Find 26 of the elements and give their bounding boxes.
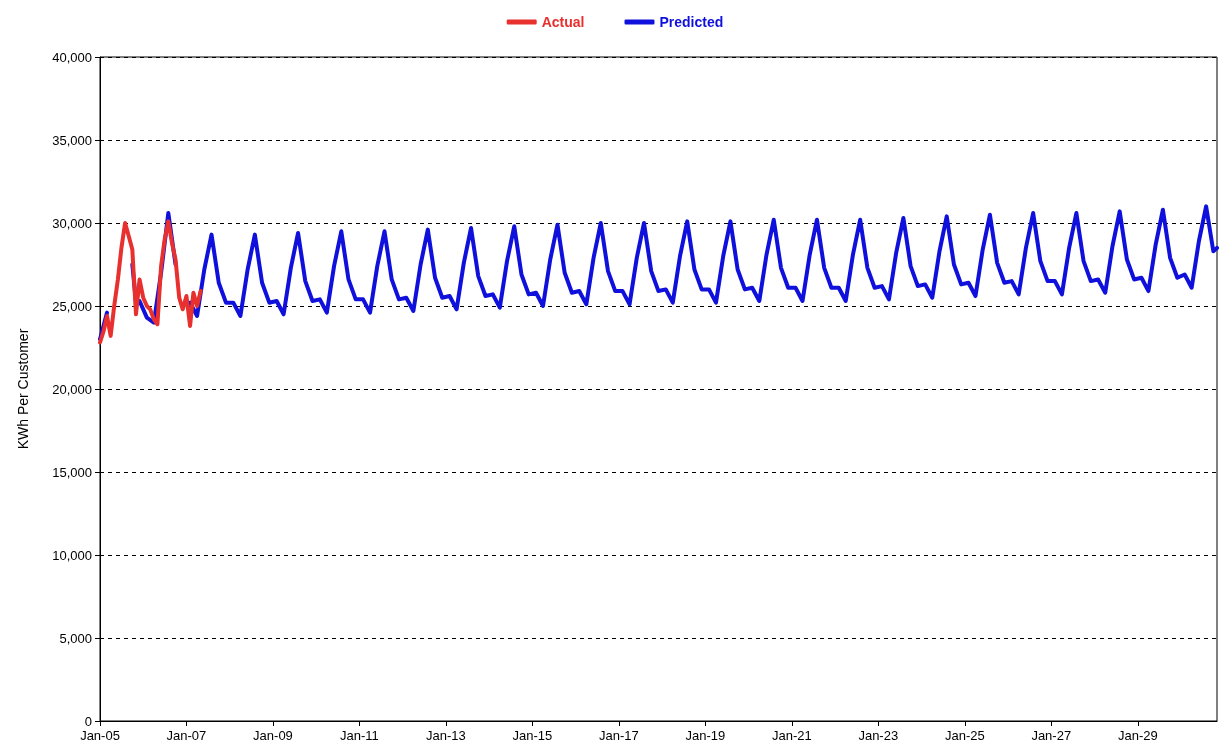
x-tick-label: Jan-05 xyxy=(80,728,120,743)
x-tick-label: Jan-27 xyxy=(1031,728,1072,743)
x-tick-label: Jan-19 xyxy=(685,728,726,743)
y-tick-label: 15,000 xyxy=(52,464,92,480)
x-tick-label: Jan-29 xyxy=(1117,728,1158,743)
x-tick-label: Jan-17 xyxy=(599,728,639,743)
y-tick-label: 20,000 xyxy=(52,381,92,397)
x-tick-label: Jan-09 xyxy=(253,728,293,743)
legend-label: Predicted xyxy=(659,14,724,30)
y-tick-label: 30,000 xyxy=(52,215,92,231)
y-tick-label: 25,000 xyxy=(52,298,92,314)
y-axis-title: KWh Per Customer xyxy=(15,328,31,450)
y-tick-label: 10,000 xyxy=(52,547,92,563)
y-tick-label: 0 xyxy=(84,713,92,729)
x-tick-label: Jan-07 xyxy=(166,728,207,743)
x-tick-label: Jan-25 xyxy=(944,728,985,743)
y-tick-label: 40,000 xyxy=(52,49,92,65)
x-tick-label: Jan-21 xyxy=(771,728,812,743)
y-tick-label: 35,000 xyxy=(52,132,92,148)
y-tick-label: 5,000 xyxy=(59,630,92,646)
line-series xyxy=(98,219,203,345)
x-tick-label: Jan-13 xyxy=(426,728,466,743)
x-tick-label: Jan-23 xyxy=(858,728,899,743)
x-tick-label: Jan-15 xyxy=(512,728,553,743)
x-tick-label: Jan-11 xyxy=(339,728,379,743)
legend-label: Actual xyxy=(541,14,585,30)
